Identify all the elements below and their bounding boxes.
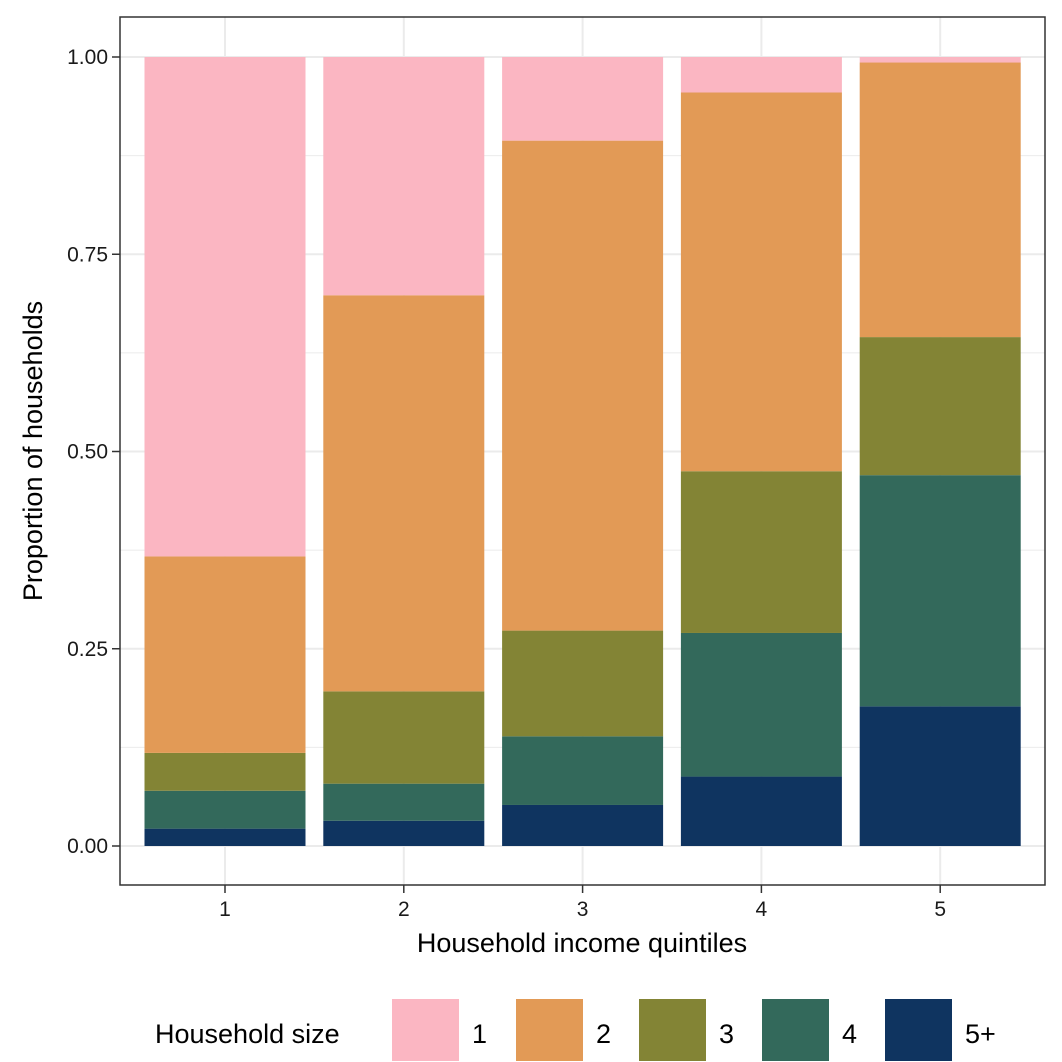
legend: Household size 1 2 3 4 5+	[155, 999, 996, 1061]
legend-label-4: 4	[842, 1019, 857, 1049]
legend-key-2	[516, 999, 583, 1061]
bar-segment-size-3	[859, 337, 1021, 476]
legend-label-3: 3	[719, 1019, 734, 1049]
x-tick-label: 1	[219, 898, 231, 921]
legend-key-1	[392, 999, 459, 1061]
legend-key-3	[639, 999, 706, 1061]
bar-segment-size-4	[323, 783, 485, 821]
y-tick-label: 1.00	[67, 46, 108, 69]
bar-segment-size-3	[680, 471, 842, 633]
bar-segment-size-3	[502, 630, 664, 737]
bar-segment-size-1	[144, 57, 306, 557]
bar-segment-size-5plus	[502, 804, 664, 846]
bar-stack-4	[680, 57, 842, 846]
bar-stack-1	[144, 57, 306, 846]
bar-segment-size-2	[144, 556, 306, 753]
legend-label-2: 2	[596, 1019, 611, 1049]
bar-segment-size-1	[502, 57, 664, 141]
legend-key-5plus	[885, 999, 952, 1061]
bar-segment-size-2	[323, 295, 485, 692]
legend-label-5plus: 5+	[965, 1019, 996, 1049]
legend-title: Household size	[155, 1019, 340, 1049]
bar-segment-size-5plus	[144, 828, 306, 846]
bar-stack-2	[323, 57, 485, 846]
bar-stack-5	[859, 57, 1021, 846]
bar-segment-size-4	[502, 736, 664, 805]
bar-segment-size-1	[680, 57, 842, 93]
bar-segment-size-2	[502, 140, 664, 631]
y-tick-label: 0.75	[67, 243, 108, 266]
y-axis-title: Proportion of households	[18, 301, 48, 601]
bar-segment-size-4	[859, 475, 1021, 707]
bar-segment-size-3	[323, 691, 485, 784]
y-axis: 0.00 0.25 0.50 0.75 1.00	[67, 46, 120, 858]
bar-segment-size-1	[859, 57, 1021, 63]
y-tick-label: 0.50	[67, 441, 108, 464]
bar-segment-size-4	[680, 632, 842, 777]
y-tick-label: 0.00	[67, 835, 108, 858]
legend-key-4	[762, 999, 829, 1061]
x-tick-label: 2	[398, 898, 410, 921]
bar-segment-size-5plus	[323, 820, 485, 846]
bar-segment-size-2	[859, 62, 1021, 338]
y-tick-label: 0.25	[67, 638, 108, 661]
bar-stack-3	[502, 57, 664, 846]
bar-segment-size-5plus	[680, 776, 842, 846]
bar-stacks	[144, 57, 1021, 846]
legend-label-1: 1	[472, 1019, 487, 1049]
x-tick-label: 5	[934, 898, 946, 921]
bar-segment-size-1	[323, 57, 485, 296]
bar-segment-size-4	[144, 790, 306, 829]
bar-segment-size-2	[680, 92, 842, 472]
x-axis-title: Household income quintiles	[417, 928, 747, 958]
x-tick-label: 3	[577, 898, 589, 921]
x-tick-label: 4	[756, 898, 768, 921]
x-axis: 1 2 3 4 5	[219, 885, 946, 921]
bar-segment-size-5plus	[859, 706, 1021, 846]
bar-segment-size-3	[144, 752, 306, 791]
